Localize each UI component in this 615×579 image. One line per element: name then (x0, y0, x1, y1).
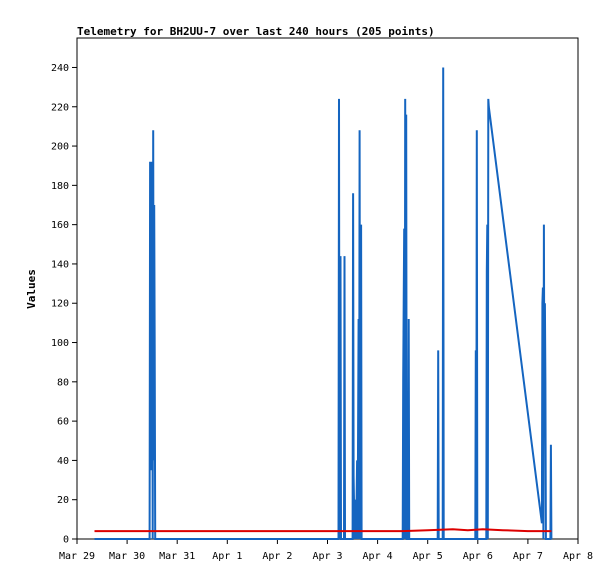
plot-frame (76, 37, 579, 540)
x-tick-label: Mar 31 (159, 551, 195, 562)
y-tick-label: 120 (51, 299, 69, 310)
x-axis: Mar 29 Mar 30 Mar 31 Apr 1 Apr 2 Apr 3 Apr 4 Ap… (59, 539, 593, 562)
y-axis: 0 20 40 60 80 100 120 140 160 180 200 220 240 (51, 63, 77, 546)
y-tick-label: 180 (51, 181, 69, 192)
y-tick-label: 60 (57, 417, 69, 428)
y-tick-label: 0 (63, 535, 69, 546)
x-tick-label: Apr 1 (212, 551, 242, 562)
x-tick-label: Apr 8 (563, 551, 593, 562)
y-axis-label: Values (25, 269, 38, 309)
x-tick-label: Apr 2 (262, 551, 292, 562)
x-tick-label: Apr 3 (312, 551, 342, 562)
x-tick-label: Mar 29 (59, 551, 95, 562)
y-tick-label: 20 (57, 495, 69, 506)
series-layer (94, 67, 553, 540)
x-tick-label: Apr 7 (513, 551, 543, 562)
y-tick-label: 160 (51, 220, 69, 231)
y-tick-label: 220 (51, 102, 69, 113)
x-tick-label: Apr 6 (463, 551, 493, 562)
y-tick-label: 100 (51, 338, 69, 349)
x-tick-label: Apr 4 (363, 551, 393, 562)
y-tick-label: 40 (57, 456, 69, 467)
y-tick-label: 200 (51, 142, 69, 153)
y-tick-label: 240 (51, 63, 69, 74)
series-line-2 (94, 528, 552, 533)
y-tick-label: 140 (51, 259, 69, 270)
x-tick-label: Mar 30 (109, 551, 145, 562)
chart-title: Telemetry for BH2UU-7 over last 240 hour… (77, 25, 435, 38)
x-tick-label: Apr 5 (413, 551, 443, 562)
y-tick-label: 80 (57, 377, 69, 388)
series-line-1 (94, 67, 553, 540)
